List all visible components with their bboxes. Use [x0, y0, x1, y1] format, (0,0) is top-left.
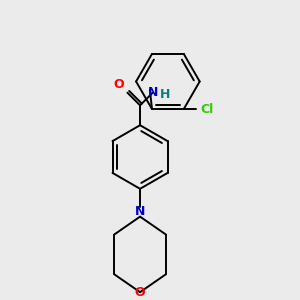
Text: N: N — [135, 205, 145, 218]
Text: N: N — [148, 86, 158, 99]
Text: O: O — [135, 286, 146, 299]
Text: H: H — [159, 88, 170, 101]
Text: Cl: Cl — [201, 103, 214, 116]
Text: O: O — [114, 78, 124, 91]
